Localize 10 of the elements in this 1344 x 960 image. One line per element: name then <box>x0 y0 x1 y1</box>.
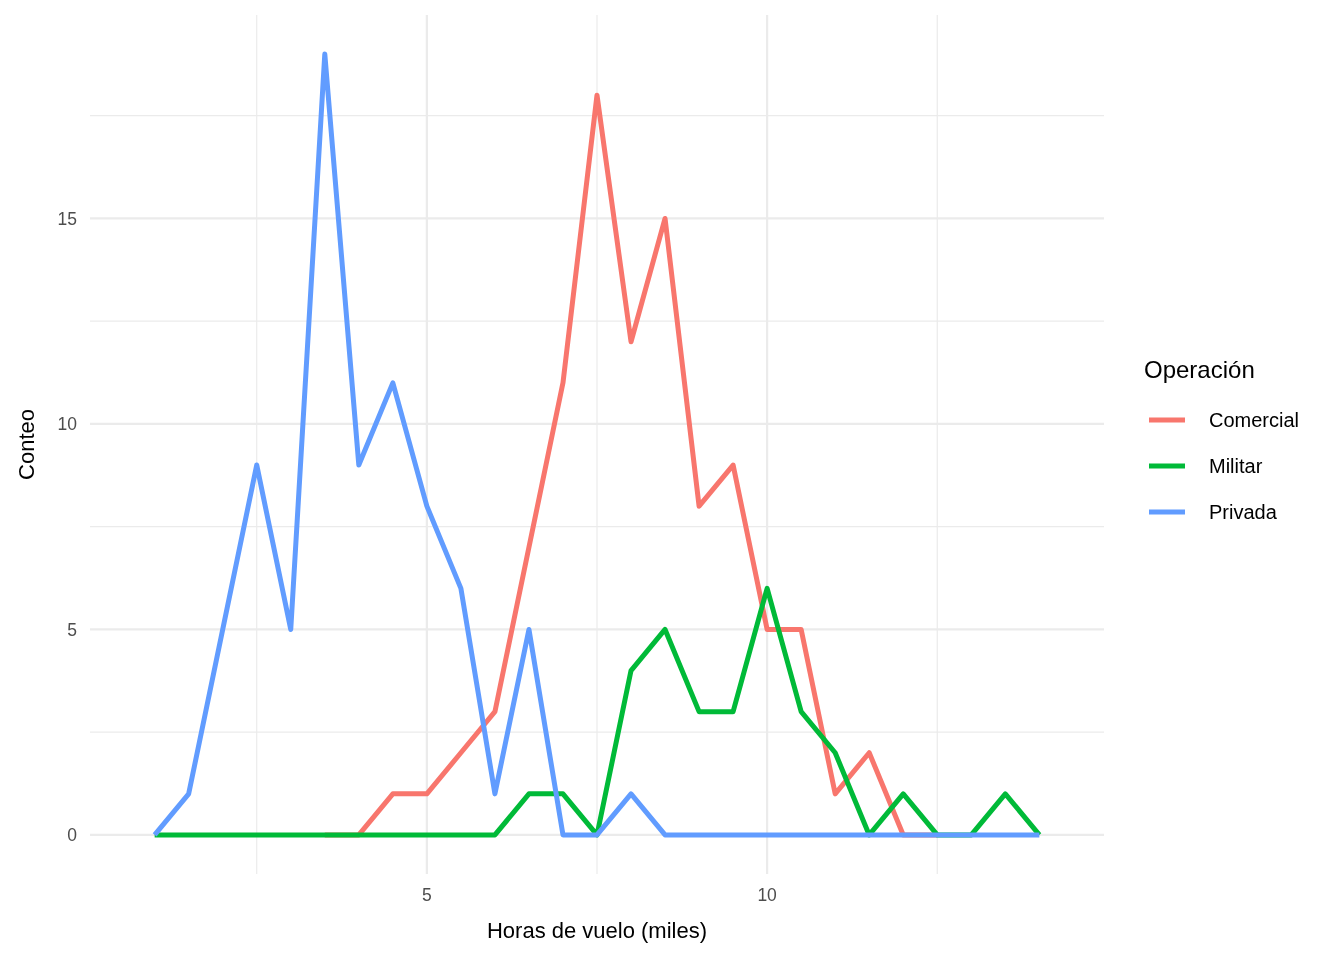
y-tick-label: 10 <box>57 414 78 435</box>
y-axis-title: Conteo <box>14 409 39 480</box>
y-tick-label: 5 <box>67 619 77 640</box>
legend-label: Militar <box>1209 455 1263 477</box>
legend-label: Privada <box>1209 501 1278 523</box>
y-tick-label: 15 <box>57 208 77 229</box>
y-tick-label: 0 <box>67 825 78 846</box>
legend-label: Comercial <box>1209 409 1300 431</box>
legend-title: Operación <box>1144 356 1255 383</box>
x-axis-title: Horas de vuelo (miles) <box>486 918 708 943</box>
